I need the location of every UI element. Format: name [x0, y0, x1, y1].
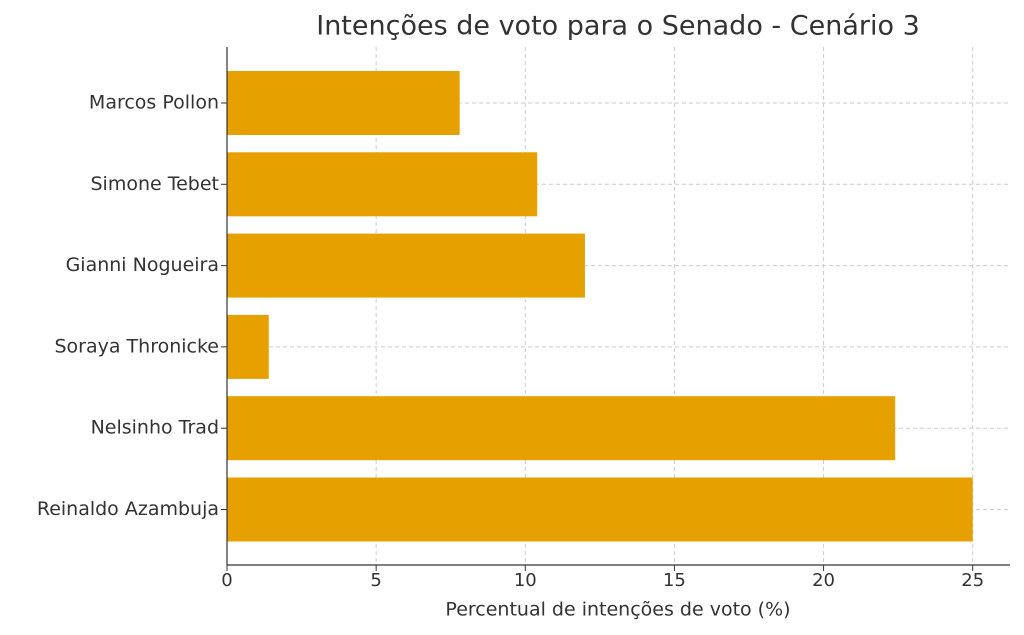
x-tick-label: 20: [812, 570, 835, 591]
x-tick-label: 5: [370, 570, 381, 591]
y-tick-label: Marcos Pollon: [89, 92, 219, 114]
x-axis-label: Percentual de intenções de voto (%): [445, 599, 790, 621]
chart-title: Intenções de voto para o Senado - Cenári…: [316, 11, 920, 42]
bar: [227, 477, 973, 542]
y-tick-label: Soraya Thronicke: [54, 335, 219, 357]
x-tick-label: 10: [514, 570, 537, 591]
bar: [227, 152, 538, 217]
bar: [227, 314, 269, 379]
y-tick-label: Reinaldo Azambuja: [37, 498, 219, 520]
labels: 0 5 10 15 20 25 Marcos Pollon Simone Tebet Giann…: [37, 92, 984, 592]
bar: [227, 71, 460, 135]
x-tick-label: 0: [221, 570, 232, 591]
x-tick-label: 15: [663, 570, 686, 591]
y-tick-label: Gianni Nogueira: [66, 254, 219, 276]
bar: [227, 396, 896, 461]
x-tick-label: 25: [961, 570, 984, 591]
y-tick-label: Simone Tebet: [90, 173, 219, 195]
bars: [227, 71, 973, 542]
y-tick-label: Nelsinho Trad: [91, 417, 219, 439]
bar: [227, 233, 585, 298]
